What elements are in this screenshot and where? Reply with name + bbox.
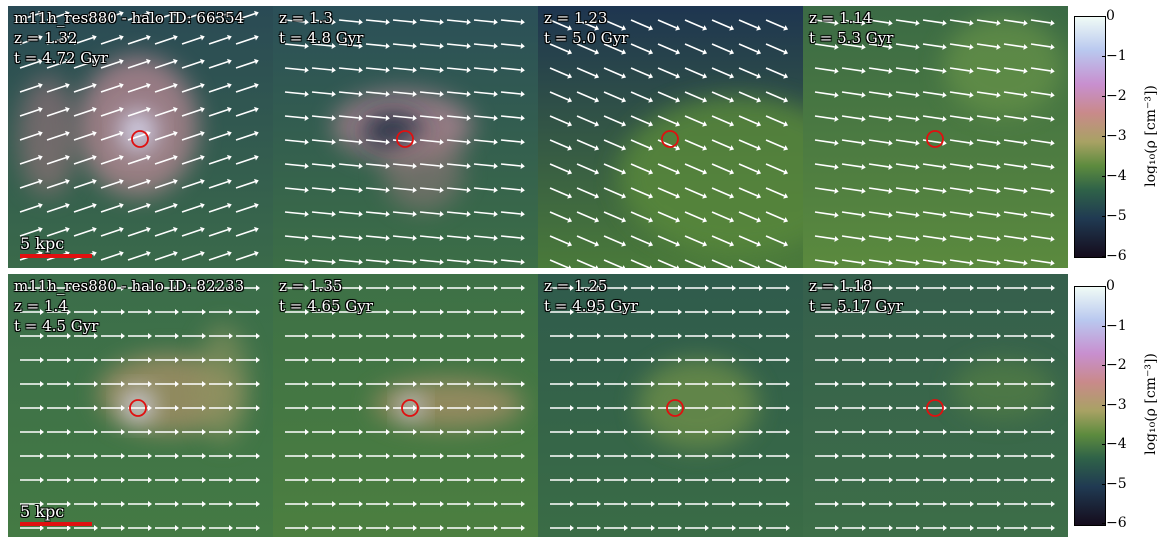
scale-bar: 5 kpc: [20, 234, 92, 258]
colorbar-tick: −5: [1102, 476, 1127, 492]
row-halo-82233: m11h_res880 - halo ID: 82233 z = 1.4 t =…: [8, 274, 1068, 537]
time-label: t = 4.65 Gyr: [279, 297, 373, 315]
panel-r1-1: z = 1.35 t = 4.65 Gyr: [273, 274, 538, 537]
density-map: [803, 274, 1068, 537]
panel-r0-2: z = 1.23 t = 5.0 Gyr: [538, 6, 803, 268]
density-map: [538, 6, 803, 268]
panel-r1-2: z = 1.25 t = 4.95 Gyr: [538, 274, 803, 537]
density-map: [8, 274, 273, 537]
time-label: t = 4.72 Gyr: [14, 49, 108, 67]
redshift-label: z = 1.18: [809, 277, 873, 295]
density-map: [803, 6, 1068, 268]
colorbar-tick: −2: [1102, 88, 1127, 104]
redshift-label: z = 1.32: [14, 29, 78, 47]
redshift-label: z = 1.14: [809, 9, 873, 27]
colorbar-tick: −6: [1102, 515, 1127, 531]
colorbar-tick: −1: [1102, 48, 1127, 64]
time-label: t = 4.5 Gyr: [14, 317, 99, 335]
time-label: t = 4.95 Gyr: [544, 297, 638, 315]
row-halo-66354: m11h_res880 - halo ID: 66354 z = 1.32 t …: [8, 6, 1068, 268]
colorbar-tick: 0: [1102, 8, 1115, 24]
redshift-label: z = 1.25: [544, 277, 608, 295]
density-map: [273, 6, 538, 268]
redshift-label: z = 1.4: [14, 297, 68, 315]
scale-label: 5 kpc: [20, 502, 65, 521]
colorbar-tick: −4: [1102, 168, 1127, 184]
scale-label: 5 kpc: [20, 234, 65, 253]
colorbar-tick: −1: [1102, 318, 1127, 334]
panel-r0-0: m11h_res880 - halo ID: 66354 z = 1.32 t …: [8, 6, 273, 268]
density-map: [8, 6, 273, 268]
scale-bar-line: [20, 522, 92, 526]
panel-r0-3: z = 1.14 t = 5.3 Gyr: [803, 6, 1068, 268]
colorbar-bottom: [1074, 286, 1106, 526]
time-label: t = 5.17 Gyr: [809, 297, 903, 315]
halo-title: m11h_res880 - halo ID: 66354: [14, 9, 245, 27]
time-label: t = 5.0 Gyr: [544, 29, 629, 47]
colorbar-tick: −3: [1102, 397, 1127, 413]
redshift-label: z = 1.35: [279, 277, 343, 295]
colorbar-label: log₁₀(ρ [cm⁻³]): [1143, 353, 1157, 455]
density-map: [538, 274, 803, 537]
colorbar-tick: −6: [1102, 248, 1127, 264]
time-label: t = 4.8 Gyr: [279, 29, 364, 47]
colorbar-tick: 0: [1102, 278, 1115, 294]
colorbar-tick: −4: [1102, 436, 1127, 452]
colorbar-top: [1074, 16, 1106, 258]
redshift-label: z = 1.23: [544, 9, 608, 27]
colorbar-tick: −2: [1102, 357, 1127, 373]
time-label: t = 5.3 Gyr: [809, 29, 894, 47]
colorbar-tick: −3: [1102, 128, 1127, 144]
halo-title: m11h_res880 - halo ID: 82233: [14, 277, 245, 295]
panel-r1-3: z = 1.18 t = 5.17 Gyr: [803, 274, 1068, 537]
colorbar-tick: −5: [1102, 208, 1127, 224]
panel-r0-1: z = 1.3 t = 4.8 Gyr: [273, 6, 538, 268]
panel-r1-0: m11h_res880 - halo ID: 82233 z = 1.4 t =…: [8, 274, 273, 537]
density-map: [273, 274, 538, 537]
scale-bar-line: [20, 254, 92, 258]
redshift-label: z = 1.3: [279, 9, 333, 27]
colorbar-label: log₁₀(ρ [cm⁻³]): [1143, 85, 1157, 187]
scale-bar: 5 kpc: [20, 502, 92, 526]
